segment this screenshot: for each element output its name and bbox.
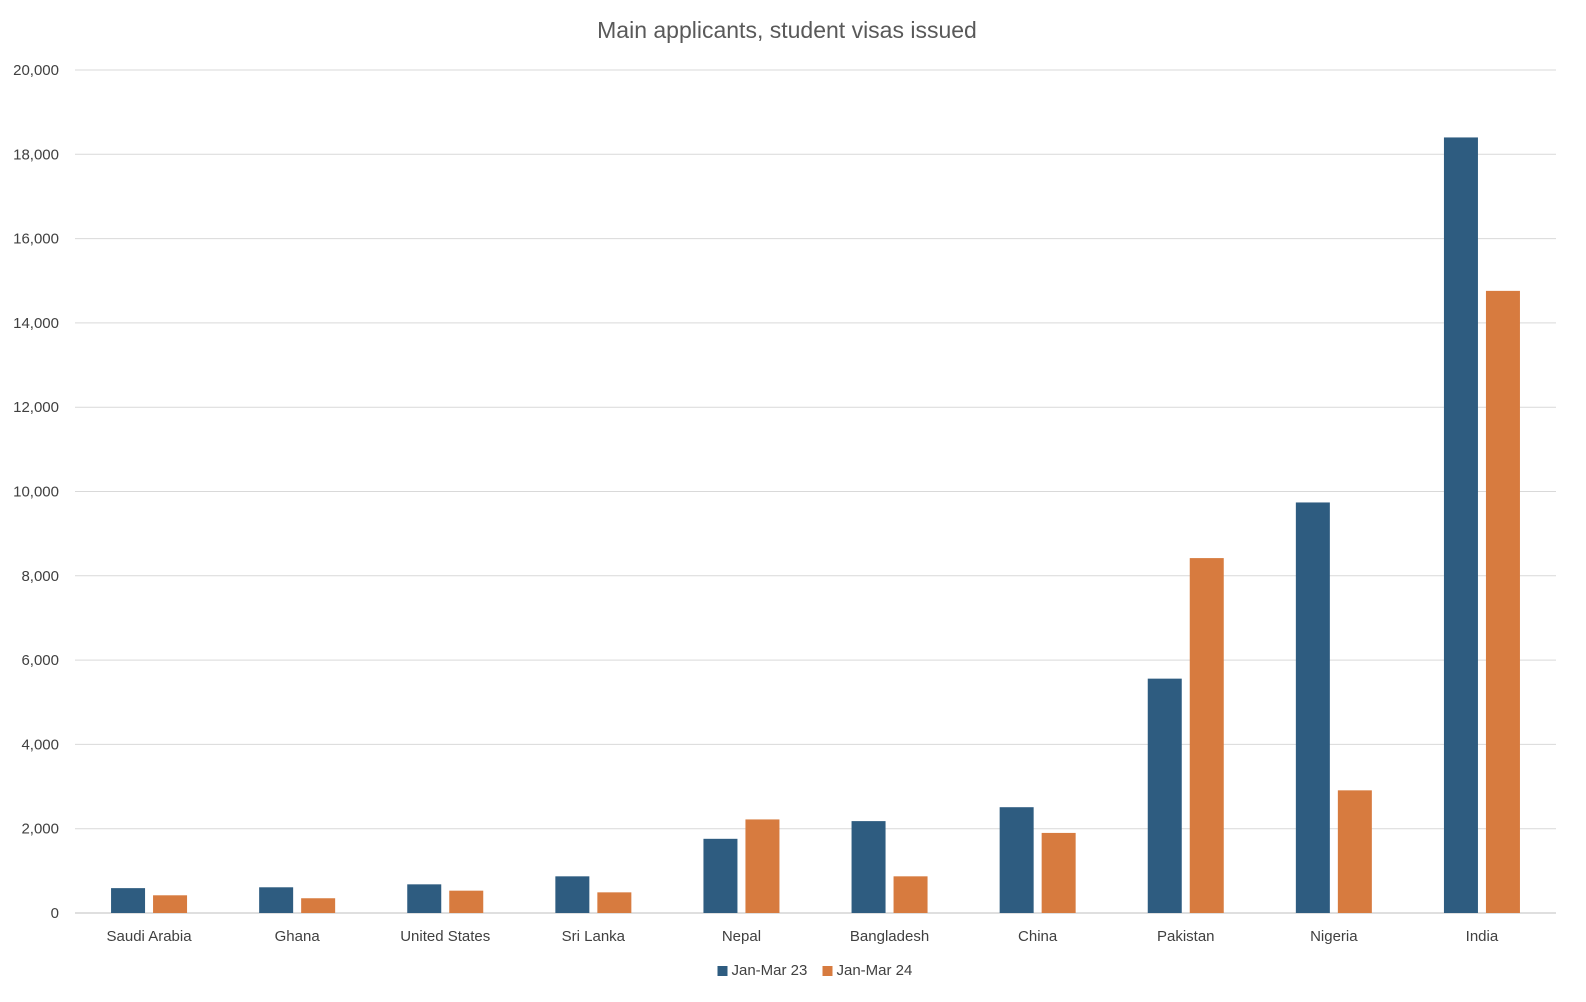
y-tick-label: 8,000 — [21, 568, 59, 585]
x-axis-tick-labels: Saudi Arabia Ghana United States Sri Lanka N… — [107, 928, 1499, 945]
y-tick-label: 6,000 — [21, 652, 59, 669]
x-tick-label: United States — [400, 928, 490, 945]
y-tick-label: 14,000 — [13, 315, 59, 332]
bar-india-series-2 — [1485, 290, 1520, 914]
bar-nigeria-series-1 — [1295, 502, 1330, 913]
bar-nepal-series-2 — [745, 819, 780, 913]
x-tick-label: Ghana — [275, 928, 321, 945]
bar-india-series-1 — [1443, 137, 1478, 913]
x-tick-label: Pakistan — [1157, 928, 1215, 945]
bar-pakistan-series-1 — [1147, 678, 1182, 913]
bar-united-states-series-2 — [449, 890, 484, 913]
chart-title: Main applicants, student visas issued — [597, 17, 977, 43]
x-tick-label: China — [1018, 928, 1058, 945]
y-tick-label: 10,000 — [13, 484, 59, 501]
x-tick-label: Nigeria — [1310, 928, 1358, 945]
legend-label: Jan-Mar 24 — [837, 962, 913, 979]
legend: Jan-Mar 23 Jan-Mar 24 — [717, 962, 913, 979]
bar-saudi-arabia-series-2 — [153, 895, 188, 913]
x-tick-label: Saudi Arabia — [107, 928, 193, 945]
bar-ghana-series-2 — [301, 898, 336, 913]
legend-label: Jan-Mar 23 — [732, 962, 808, 979]
bar-china-series-2 — [1041, 832, 1076, 913]
x-tick-label: Bangladesh — [850, 928, 929, 945]
y-tick-label: 2,000 — [21, 821, 59, 838]
bar-sri-lanka-series-1 — [555, 876, 590, 913]
y-tick-label: 16,000 — [13, 231, 59, 248]
bar-saudi-arabia-series-1 — [111, 888, 146, 913]
gridlines — [75, 69, 1556, 914]
legend-swatch — [717, 966, 728, 976]
bars — [111, 137, 1520, 914]
x-tick-label: Nepal — [722, 928, 761, 945]
y-tick-label: 18,000 — [13, 146, 59, 163]
bar-bangladesh-series-1 — [851, 821, 886, 913]
bar-nepal-series-1 — [703, 838, 738, 913]
bar-united-states-series-1 — [407, 884, 442, 913]
bar-ghana-series-1 — [259, 887, 294, 913]
bar-pakistan-series-2 — [1189, 558, 1224, 913]
x-tick-label: India — [1466, 928, 1499, 945]
bar-bangladesh-series-2 — [893, 876, 928, 913]
y-tick-label: 20,000 — [13, 62, 59, 79]
bar-sri-lanka-series-2 — [597, 892, 632, 913]
legend-swatch — [822, 966, 833, 976]
y-tick-label: 12,000 — [13, 399, 59, 416]
y-tick-label: 0 — [51, 905, 59, 922]
y-tick-label: 4,000 — [21, 736, 59, 753]
x-tick-label: Sri Lanka — [562, 928, 626, 945]
bar-china-series-1 — [999, 807, 1034, 913]
bar-nigeria-series-2 — [1337, 790, 1372, 913]
y-axis-tick-labels: 0 2,000 4,000 6,000 8,000 10,000 12,000 14,000 1… — [13, 62, 59, 922]
